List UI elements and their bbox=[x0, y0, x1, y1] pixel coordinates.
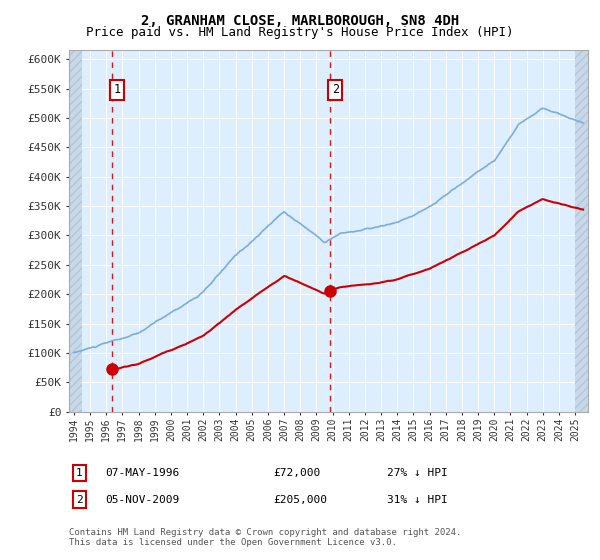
Text: 2, GRANHAM CLOSE, MARLBOROUGH, SN8 4DH: 2, GRANHAM CLOSE, MARLBOROUGH, SN8 4DH bbox=[141, 14, 459, 28]
Text: Contains HM Land Registry data © Crown copyright and database right 2024.
This d: Contains HM Land Registry data © Crown c… bbox=[69, 528, 461, 548]
Text: 31% ↓ HPI: 31% ↓ HPI bbox=[387, 494, 448, 505]
Text: 27% ↓ HPI: 27% ↓ HPI bbox=[387, 468, 448, 478]
Text: 1: 1 bbox=[113, 83, 121, 96]
Text: 05-NOV-2009: 05-NOV-2009 bbox=[105, 494, 179, 505]
Bar bbox=[69, 50, 82, 412]
Text: £72,000: £72,000 bbox=[273, 468, 320, 478]
Text: 2: 2 bbox=[332, 83, 339, 96]
Text: Price paid vs. HM Land Registry's House Price Index (HPI): Price paid vs. HM Land Registry's House … bbox=[86, 26, 514, 39]
Text: 2: 2 bbox=[76, 494, 83, 505]
Bar bbox=[575, 50, 591, 412]
Text: 1: 1 bbox=[76, 468, 83, 478]
Text: £205,000: £205,000 bbox=[273, 494, 327, 505]
Text: 07-MAY-1996: 07-MAY-1996 bbox=[105, 468, 179, 478]
